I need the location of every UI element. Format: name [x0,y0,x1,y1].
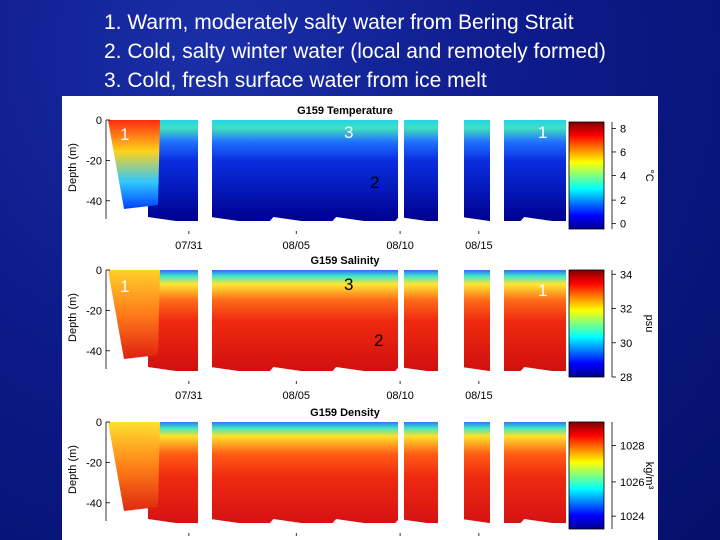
x-tick-label: 08/15 [465,390,493,402]
data-gap [490,270,504,379]
data-gap [490,422,504,531]
chart-title: G159 Salinity [310,255,380,267]
heatmap-warm-inflow [108,120,160,209]
colorbar-tick-label: 4 [620,171,626,183]
colorbar-tick-label: 28 [620,372,632,384]
bathymetry-mask [148,217,566,235]
y-tick-label: 0 [96,417,102,429]
colorbar-label: kg/m³ [643,462,655,490]
note-2: 2. Cold, salty winter water (local and r… [104,40,606,63]
colorbar-tick-label: 0 [620,219,626,231]
colorbar [568,269,605,378]
colorbar-tick-label: 32 [620,304,632,316]
section-figure: G159 Temperature 0 -20 -40 Depth (m) 07/31 08/… [62,96,658,540]
bathymetry-mask [148,519,566,537]
y-tick-label: 0 [96,115,102,127]
x-tick-label: 08/15 [465,240,493,252]
heatmap-warm-inflow [108,422,160,511]
bathymetry-mask [148,367,566,385]
data-gap [198,120,212,229]
x-tick-label: 08/10 [386,240,414,252]
x-tick-label: 07/31 [175,240,203,252]
y-tick-label: -40 [86,196,102,208]
colorbar-tick-label: 1024 [620,511,644,523]
colorbar-label: psu [643,315,655,333]
colorbar-tick-label: 2 [620,195,626,207]
y-axis-label: Depth (m) [67,293,79,342]
legend-notes: 1. Warm, moderately salty water from Ber… [104,8,606,95]
colorbar [568,121,605,230]
water-mass-label: 2 [374,331,383,350]
chart-panel-g159-salinity: G159 Salinity 0 -20 -40 Depth (m) 07/31 08/05 0… [67,255,655,402]
y-axis-label: Depth (m) [67,143,79,192]
water-mass-label: 3 [344,275,353,294]
water-mass-label: 1 [538,281,547,300]
water-mass-label: 3 [344,123,353,142]
data-gap [438,120,464,229]
y-tick-label: -20 [86,305,102,317]
x-tick-label: 08/05 [282,240,310,252]
data-gap [490,120,504,229]
y-tick-label: -20 [86,457,102,469]
chart-panel-g159-temperature: G159 Temperature 0 -20 -40 Depth (m) 07/31 08/… [67,105,655,252]
note-3: 3. Cold, fresh surface water from ice me… [104,69,487,92]
data-gap [438,422,464,531]
colorbar-label: °C [643,169,655,181]
y-axis-label: Depth (m) [67,445,79,494]
colorbar-tick-label: 30 [620,338,632,350]
x-tick-label: 08/05 [282,390,310,402]
y-tick-label: -40 [86,346,102,358]
y-tick-label: -20 [86,155,102,167]
colorbar-tick-label: 6 [620,147,626,159]
colorbar-tick-label: 34 [620,269,632,281]
data-gap [198,422,212,531]
data-gap [398,422,404,531]
colorbar-tick-label: 1028 [620,441,644,453]
colorbar-tick-label: 1026 [620,477,644,489]
data-gap [398,270,404,379]
water-mass-label: 1 [120,125,129,144]
y-tick-label: 0 [96,265,102,277]
heatmap-warm-inflow [108,270,160,359]
water-mass-label: 1 [538,123,547,142]
data-gap [398,120,404,229]
data-gap [198,270,212,379]
chart-title: G159 Density [310,407,381,419]
note-1: 1. Warm, moderately salty water from Ber… [104,11,574,34]
chart-title: G159 Temperature [297,105,393,117]
colorbar-tick-label: 8 [620,123,626,135]
x-tick-label: 08/10 [386,390,414,402]
figure-canvas: G159 Temperature 0 -20 -40 Depth (m) 07/31 08/… [67,105,655,537]
colorbar [568,421,605,530]
y-tick-label: -40 [86,498,102,510]
x-tick-label: 07/31 [175,390,203,402]
water-mass-label: 2 [370,173,379,192]
data-gap [438,270,464,379]
water-mass-label: 1 [120,277,129,296]
